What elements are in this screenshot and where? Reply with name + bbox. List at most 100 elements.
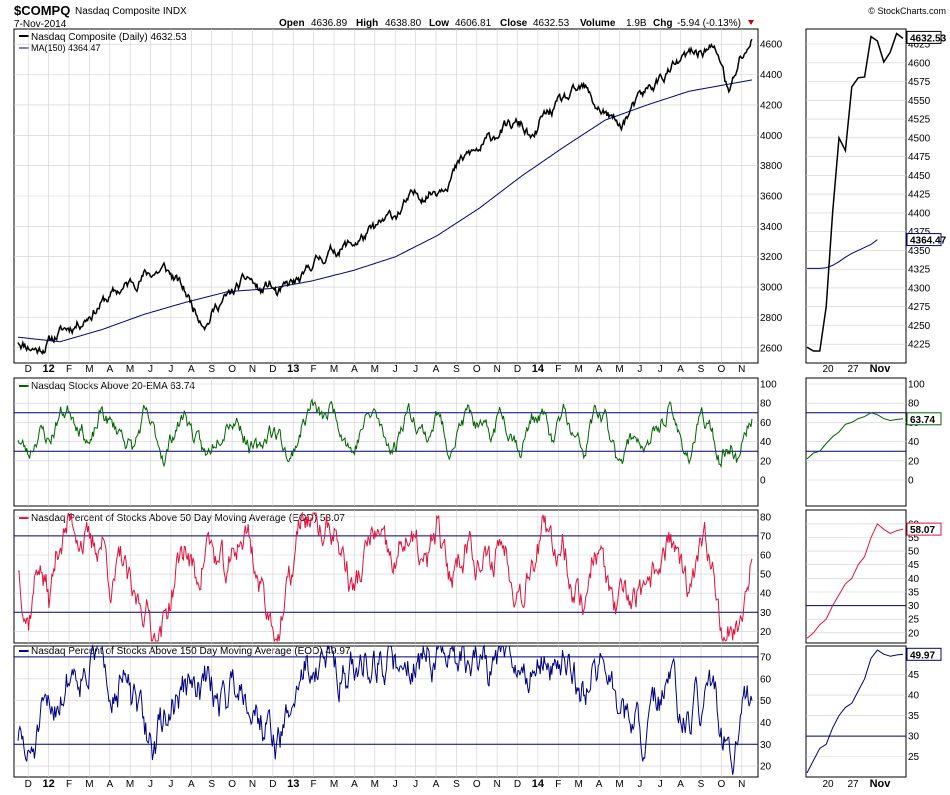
ema20_zoom-y-tick-label: 80 <box>908 399 920 410</box>
price-y-tick-label: 3800 <box>760 161 783 172</box>
x-axis-label: A <box>351 364 358 375</box>
ma150_zoom-y-tick-label: 40 <box>908 691 920 702</box>
price_zoom-y-tick-label: 4425 <box>908 190 931 201</box>
x-axis-label: N <box>249 779 256 790</box>
x-axis-label: N <box>493 364 500 375</box>
price-y-tick-label: 4600 <box>760 40 783 51</box>
x-axis-label: N <box>738 364 745 375</box>
ma150_zoom-panel-frame <box>805 645 907 778</box>
price-line <box>17 38 753 356</box>
ma50_zoom-panel-frame <box>805 509 907 644</box>
x-axis-label: M <box>371 779 379 790</box>
x-axis-label: D <box>269 779 276 790</box>
ma150-y-tick-label: 60 <box>760 674 772 685</box>
price_zoom-y-tick-label: 4450 <box>908 171 931 182</box>
ma50_zoom-y-tick-label: 50 <box>908 547 920 558</box>
ohlc-readout: Open 4636.89 High 4638.80 Low 4606.81 Cl… <box>279 18 754 29</box>
x-axis-label: 14 <box>532 363 545 375</box>
price_zoom-panel-frame <box>805 28 907 364</box>
chg-down-arrow-icon <box>748 20 754 25</box>
ma150-line <box>17 644 753 775</box>
price_zoom-y-tick-label: 4475 <box>908 152 931 163</box>
ema20-y-tick-label: 80 <box>760 399 772 410</box>
ma50-last-value-badge-box <box>906 522 942 536</box>
x-axis-label: D <box>514 779 521 790</box>
x-axis-label: A <box>188 779 195 790</box>
x-axis-label: A <box>596 779 603 790</box>
ma150-line <box>17 79 753 343</box>
ma50-legend: Nasdaq Percent of Stocks Above 50 Day Mo… <box>31 513 345 524</box>
x-axis-label: A <box>596 364 603 375</box>
zoom-price-line <box>806 32 904 352</box>
ema20-y-tick-label: 100 <box>760 380 777 391</box>
x-axis-label: 12 <box>42 363 54 375</box>
ma50_zoom-y-tick-label: 25 <box>908 615 920 626</box>
x-axis-label: A <box>677 364 684 375</box>
x-axis-label: A <box>351 779 358 790</box>
zoom-ma-line <box>807 239 878 269</box>
price_zoom-y-tick-label: 4600 <box>908 58 931 69</box>
chart-date: 7-Nov-2014 <box>14 19 67 30</box>
price_zoom-y-tick-label: 4275 <box>908 302 931 313</box>
x-axis-label: J <box>413 364 418 375</box>
ema20-last-value-badge-box <box>906 412 942 426</box>
x-axis-label: S <box>453 364 460 375</box>
ma150-y-tick-label: 20 <box>760 762 772 773</box>
price-y-tick-label: 3000 <box>760 283 783 294</box>
price-y-tick-label: 3600 <box>760 192 783 203</box>
zoom-x-axis-label: 27 <box>847 364 859 375</box>
x-axis-label: J <box>148 364 153 375</box>
x-axis-label: M <box>575 364 583 375</box>
x-axis-label: D <box>25 779 32 790</box>
x-axis-label: A <box>188 364 195 375</box>
x-axis-label: F <box>311 779 317 790</box>
price-y-tick-label: 4000 <box>760 131 783 142</box>
ma50-y-tick-label: 20 <box>760 627 772 638</box>
ma150-y-tick-label: 50 <box>760 696 772 707</box>
price_zoom-y-tick-label: 4250 <box>908 321 931 332</box>
ma50-last-value-badge: 58.07 <box>910 525 935 536</box>
x-axis-label: D <box>514 364 521 375</box>
ma150-legend: Nasdaq Percent of Stocks Above 150 Day M… <box>31 646 351 657</box>
ma-last-value-badge-box <box>906 233 942 247</box>
x-axis-label: A <box>106 779 113 790</box>
open-value: 4636.89 <box>311 18 348 29</box>
ma150-last-value-badge-box <box>906 647 942 661</box>
ma-last-value-badge: 4364.47 <box>910 236 947 247</box>
ema20_zoom-line <box>806 412 904 460</box>
ticker-symbol: $COMPQ <box>14 3 70 18</box>
x-axis-label: J <box>393 364 398 375</box>
open-label: Open <box>279 18 305 29</box>
ema20-y-tick-label: 40 <box>760 437 772 448</box>
x-axis-label: J <box>393 779 398 790</box>
price-y-tick-label: 4200 <box>760 100 783 111</box>
ema20-y-tick-label: 0 <box>760 476 766 487</box>
x-axis-label: M <box>85 364 93 375</box>
x-axis-label: M <box>126 779 134 790</box>
x-axis-label: O <box>228 779 236 790</box>
x-axis-label: S <box>208 364 215 375</box>
volume-value: 1.9B <box>626 18 647 29</box>
x-axis-label: N <box>493 779 500 790</box>
x-axis-label: O <box>228 364 236 375</box>
price_zoom-y-tick-label: 4525 <box>908 115 931 126</box>
low-label: Low <box>429 18 449 29</box>
low-value: 4606.81 <box>455 18 492 29</box>
price-y-tick-label: 3200 <box>760 252 783 263</box>
x-axis-label: M <box>615 779 623 790</box>
ma150_zoom-y-tick-label: 25 <box>908 752 920 763</box>
x-axis-label: J <box>658 364 663 375</box>
chg-label: Chg <box>653 18 672 29</box>
ema20_zoom-panel-frame <box>805 377 907 507</box>
x-axis-label: J <box>413 779 418 790</box>
x-axis-label: 12 <box>42 778 54 790</box>
x-axis-label: M <box>126 364 134 375</box>
x-axis-label: M <box>615 364 623 375</box>
ma150-last-value-badge: 49.97 <box>910 650 935 661</box>
ma150_zoom-y-tick-label: 45 <box>908 670 920 681</box>
price-legend: Nasdaq Composite (Daily) 4632.53 <box>31 32 187 43</box>
x-axis-label: O <box>718 779 726 790</box>
x-axis-label: F <box>66 364 72 375</box>
ma50_zoom-y-tick-label: 45 <box>908 560 920 571</box>
x-axis-label: F <box>311 364 317 375</box>
